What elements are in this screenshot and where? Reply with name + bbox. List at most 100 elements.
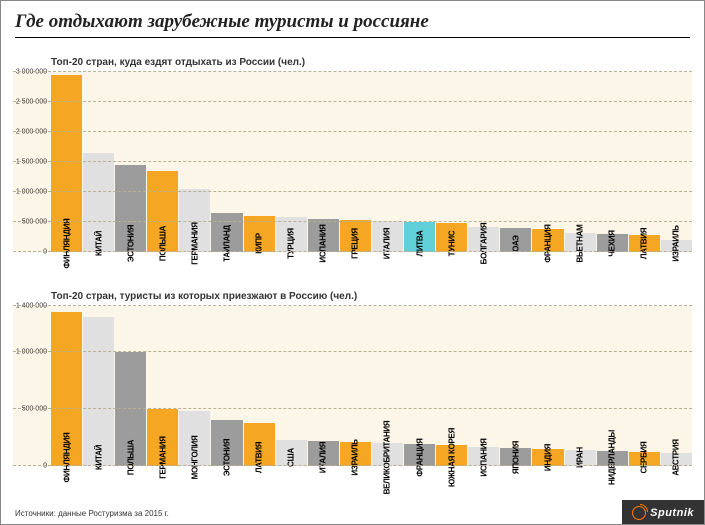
bar-label: ЭСТОНИЯ <box>126 225 135 262</box>
bar-label: МОНГОЛИЯ <box>190 436 199 480</box>
bar-label: ПОЛЬША <box>126 440 135 475</box>
bar <box>83 317 114 466</box>
bar-label: ФИНЛЯНДИЯ <box>62 219 71 269</box>
bar-wrap: ФРАНЦИЯ <box>404 306 435 466</box>
chart2-bars: ФИНЛЯНДИЯКИТАЙПОЛЬШАГЕРМАНИЯМОНГОЛИЯЭСТО… <box>51 306 692 466</box>
sputnik-icon <box>632 506 646 520</box>
bar-wrap: ЮЖНАЯ КОРЕЯ <box>436 306 467 466</box>
bar-wrap: ЛИТВА <box>404 72 435 252</box>
y-tick-label: 1 000 000 <box>16 189 47 196</box>
bar-label: ИСПАНИЯ <box>319 224 328 262</box>
bar-label: ТУРЦИЯ <box>287 228 296 259</box>
bar-wrap: ЛАТВИЯ <box>629 72 660 252</box>
bar-wrap: БОЛГАРИЯ <box>468 72 499 252</box>
chart2-subtitle: Топ-20 стран, туристы из которых приезжа… <box>51 291 692 302</box>
bar-label: ИЗРАИЛЬ <box>672 225 681 261</box>
bar-label: ЭСТОНИЯ <box>223 439 232 476</box>
bar-wrap: ГРЕЦИЯ <box>340 72 371 252</box>
brand-badge: Sputnik <box>622 500 704 524</box>
bar-label: ИТАЛИЯ <box>383 228 392 259</box>
bar-label: ЛАТВИЯ <box>255 442 264 473</box>
bar-label: ЛАТВИЯ <box>640 228 649 259</box>
bar-wrap: ТАИЛАНД <box>211 72 242 252</box>
bar-label: ВЕЛИКОБРИТАНИЯ <box>383 421 392 495</box>
bar-wrap: АВСТРИЯ <box>661 306 692 466</box>
infographic-frame: Где отдыхают зарубежные туристы и россия… <box>0 0 705 525</box>
bar-wrap: ФРАНЦИЯ <box>532 72 563 252</box>
bar-wrap: ОАЭ <box>500 72 531 252</box>
bar-wrap: ЯПОНИЯ <box>500 306 531 466</box>
grid-line <box>13 221 692 222</box>
bar-label: КИТАЙ <box>94 231 103 256</box>
bar-wrap: ЭСТОНИЯ <box>115 72 146 252</box>
bar-label: ЮЖНАЯ КОРЕЯ <box>447 428 456 487</box>
chart1-y-axis: 0500 0001 000 0001 500 0002 000 0002 500… <box>13 72 49 252</box>
bar-wrap: ФИНЛЯНДИЯ <box>51 72 82 252</box>
chart1-plot: 0500 0001 000 0001 500 0002 000 0002 500… <box>13 72 692 252</box>
bar-label: ФРАНЦИЯ <box>415 438 424 476</box>
bar-wrap: КИПР <box>244 72 275 252</box>
y-tick-label: 3 000 000 <box>16 69 47 76</box>
bar-wrap: ИРАН <box>565 306 596 466</box>
bar-label: ИНДИЯ <box>543 444 552 471</box>
bar-wrap: ТУРЦИЯ <box>276 72 307 252</box>
bar-label: НИДЕРЛАНДЫ <box>608 430 617 485</box>
chart2-plot: 0500 0001 000 0001 400 000 ФИНЛЯНДИЯКИТА… <box>13 306 692 466</box>
bar-wrap: ИСПАНИЯ <box>468 306 499 466</box>
bar-label: ИТАЛИЯ <box>319 442 328 473</box>
bar-label: БОЛГАРИЯ <box>479 223 488 265</box>
bar-label: ФИНЛЯНДИЯ <box>62 433 71 483</box>
grid-line <box>13 71 692 72</box>
y-tick-label: 0 <box>43 249 47 256</box>
bar-label: ИЗРАИЛЬ <box>351 439 360 475</box>
bar-wrap: ТУНИС <box>436 72 467 252</box>
bar-wrap: ЛАТВИЯ <box>244 306 275 466</box>
bar-label: ТУНИС <box>447 231 456 257</box>
bar-wrap: ИЗРАИЛЬ <box>340 306 371 466</box>
chart2-y-axis: 0500 0001 000 0001 400 000 <box>13 306 49 466</box>
grid-line <box>13 465 692 466</box>
bar-label: ГРЕЦИЯ <box>351 228 360 259</box>
y-tick-label: 500 000 <box>22 219 47 226</box>
bar-label: АВСТРИЯ <box>672 439 681 475</box>
chart-top20-outbound: Топ-20 стран, куда ездят отдыхать из Рос… <box>13 57 692 252</box>
bar-label: ГЕРМАНИЯ <box>158 436 167 478</box>
bar-wrap: США <box>276 306 307 466</box>
bar-label: ОАЭ <box>511 235 520 251</box>
source-footnote: Источники: данные Ростуризма за 2015 г. <box>15 509 169 518</box>
bar-wrap: ИСПАНИЯ <box>308 72 339 252</box>
y-tick-label: 1 400 000 <box>16 303 47 310</box>
bar-wrap: ПОЛЬША <box>147 72 178 252</box>
grid-line <box>13 408 692 409</box>
bar-wrap: ЭСТОНИЯ <box>211 306 242 466</box>
bar-label: ФРАНЦИЯ <box>543 224 552 262</box>
bar-wrap: НИДЕРЛАНДЫ <box>597 306 628 466</box>
chart1-subtitle: Топ-20 стран, куда ездят отдыхать из Рос… <box>51 57 692 68</box>
bar-wrap: ФИНЛЯНДИЯ <box>51 306 82 466</box>
grid-line <box>13 131 692 132</box>
bar-wrap: ИТАЛИЯ <box>308 306 339 466</box>
bar-wrap: МОНГОЛИЯ <box>179 306 210 466</box>
bar-label: ПОЛЬША <box>158 226 167 261</box>
y-tick-label: 2 000 000 <box>16 129 47 136</box>
bar-wrap: ИЗРАИЛЬ <box>661 72 692 252</box>
y-tick-label: 1 000 000 <box>16 348 47 355</box>
grid-line <box>13 351 692 352</box>
bar-wrap: ВЬЕТНАМ <box>565 72 596 252</box>
bar-label: ЧЕХИЯ <box>608 230 617 256</box>
bar-wrap: ИТАЛИЯ <box>372 72 403 252</box>
grid-line <box>13 161 692 162</box>
bar-label: ЛИТВА <box>415 231 424 257</box>
title-rule <box>15 37 690 38</box>
bar-wrap: ВЕЛИКОБРИТАНИЯ <box>372 306 403 466</box>
grid-line <box>13 251 692 252</box>
chart1-bars: ФИНЛЯНДИЯКИТАЙЭСТОНИЯПОЛЬШАГЕРМАНИЯТАИЛА… <box>51 72 692 252</box>
bar-label: КИТАЙ <box>94 445 103 470</box>
y-tick-label: 1 500 000 <box>16 159 47 166</box>
grid-line <box>13 101 692 102</box>
bar-label: ТАИЛАНД <box>223 225 232 262</box>
bar-label: СЕРБИЯ <box>640 442 649 474</box>
bar-wrap: КИТАЙ <box>83 72 114 252</box>
y-tick-label: 0 <box>43 463 47 470</box>
bar-wrap: ЧЕХИЯ <box>597 72 628 252</box>
